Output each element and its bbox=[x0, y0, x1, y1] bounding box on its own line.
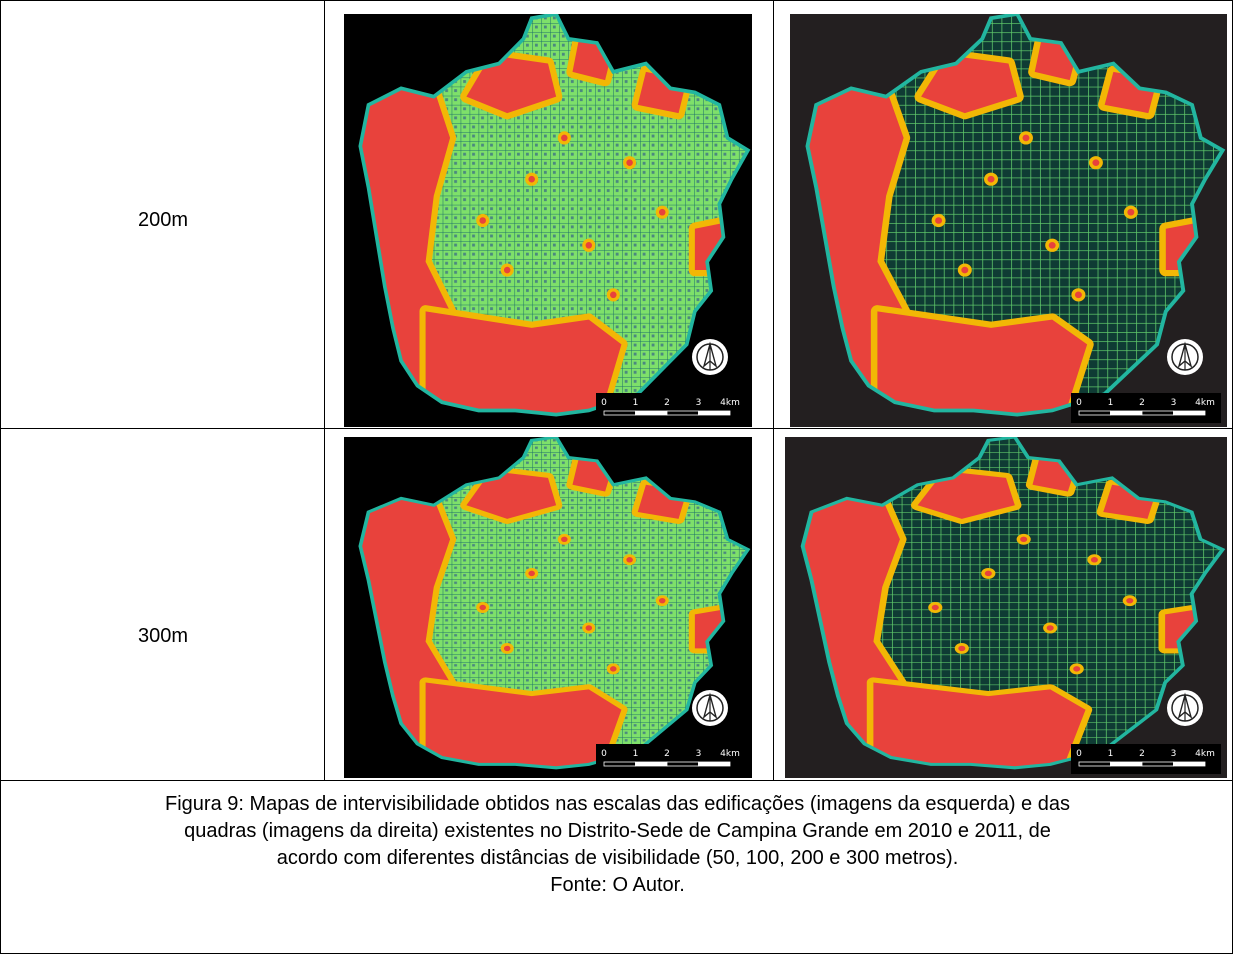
scale-label: 2 bbox=[1139, 749, 1145, 759]
scale-label: 1 bbox=[633, 749, 639, 759]
scale-bar: 0 1 2 3 4km bbox=[596, 744, 746, 774]
map-200m-quadras: 0 1 2 3 4km bbox=[790, 14, 1227, 427]
map-canvas bbox=[344, 437, 752, 778]
figure-caption: Figura 9: Mapas de intervisibilidade obt… bbox=[1, 791, 1234, 899]
caption-line-1: Figura 9: Mapas de intervisibilidade obt… bbox=[165, 793, 1070, 815]
map-300m-quadras: 0 1 2 3 4km bbox=[785, 437, 1227, 778]
row-label-300m: 300m bbox=[137, 625, 189, 647]
scale-label: 3 bbox=[696, 398, 702, 408]
map-overlay: 0 1 2 3 4km bbox=[1071, 690, 1221, 774]
map-overlay: 0 1 2 3 4km bbox=[1071, 339, 1221, 423]
scale-label: 0 bbox=[1076, 398, 1082, 408]
caption-line-2: quadras (imagens da direita) existentes … bbox=[184, 820, 1051, 842]
scale-label: 4km bbox=[1195, 398, 1215, 408]
scale-bar: 0 1 2 3 4km bbox=[1071, 744, 1221, 774]
north-arrow-icon bbox=[1167, 339, 1203, 375]
caption-line-3: acordo com diferentes distâncias de visi… bbox=[276, 847, 959, 869]
scale-bar: 0 1 2 3 4km bbox=[1071, 393, 1221, 423]
column-divider-2 bbox=[773, 1, 774, 780]
scale-label: 0 bbox=[601, 749, 607, 759]
map-300m-edificacoes: 0 1 2 3 4km bbox=[344, 437, 752, 778]
caption-source: Fonte: O Autor. bbox=[550, 874, 685, 896]
scale-label: 4km bbox=[720, 398, 740, 408]
map-overlay: 0 1 2 3 4km bbox=[596, 339, 746, 423]
scale-label: 2 bbox=[664, 398, 670, 408]
scale-label: 2 bbox=[664, 749, 670, 759]
scale-label: 1 bbox=[1108, 398, 1114, 408]
scale-bar: 0 1 2 3 4km bbox=[596, 393, 746, 423]
north-arrow-icon bbox=[692, 339, 728, 375]
north-arrow-icon bbox=[692, 690, 728, 726]
row-label-200m: 200m bbox=[137, 209, 189, 231]
scale-label: 2 bbox=[1139, 398, 1145, 408]
map-200m-edificacoes: 0 1 2 3 4km bbox=[344, 14, 752, 427]
scale-label: 0 bbox=[601, 398, 607, 408]
scale-label: 4km bbox=[720, 749, 740, 759]
map-canvas bbox=[790, 14, 1227, 427]
scale-label: 3 bbox=[1171, 398, 1177, 408]
scale-label: 1 bbox=[1108, 749, 1114, 759]
scale-label: 0 bbox=[1076, 749, 1082, 759]
map-canvas bbox=[344, 14, 752, 427]
scale-label: 4km bbox=[1195, 749, 1215, 759]
scale-label: 3 bbox=[696, 749, 702, 759]
column-divider-1 bbox=[324, 1, 325, 780]
north-arrow-icon bbox=[1167, 690, 1203, 726]
map-canvas bbox=[785, 437, 1227, 778]
scale-label: 3 bbox=[1171, 749, 1177, 759]
scale-label: 1 bbox=[633, 398, 639, 408]
map-overlay: 0 1 2 3 4km bbox=[596, 690, 746, 774]
caption-divider bbox=[1, 780, 1232, 781]
row-divider bbox=[1, 428, 1232, 429]
